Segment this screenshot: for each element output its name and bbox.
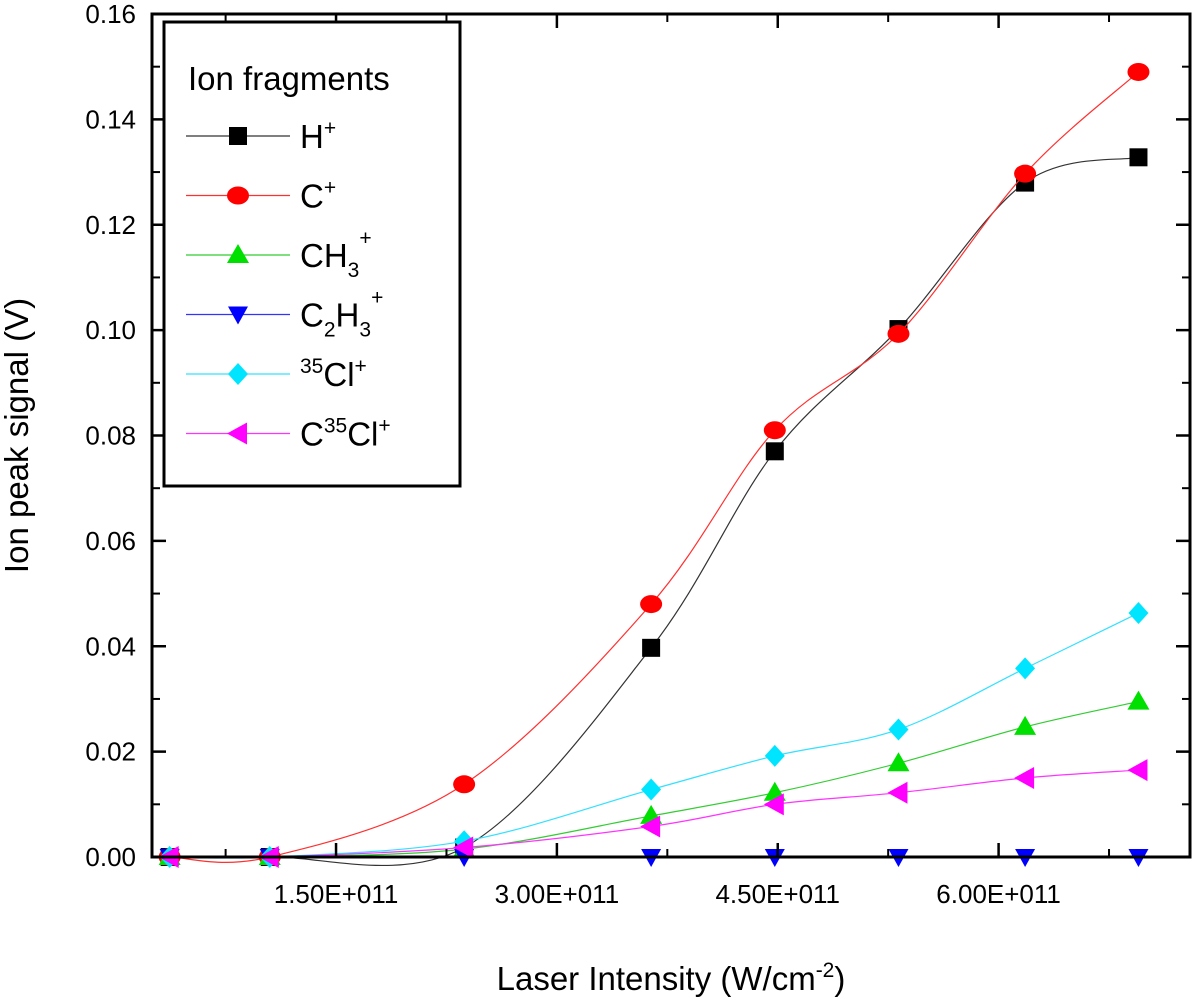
legend-item: CH3+ bbox=[186, 227, 372, 282]
data-point bbox=[1127, 62, 1150, 81]
data-point bbox=[763, 421, 786, 440]
y-tick-label: 0.00 bbox=[85, 842, 136, 872]
data-point bbox=[764, 744, 785, 767]
legend-box bbox=[162, 20, 462, 488]
y-tick-label: 0.16 bbox=[85, 0, 136, 29]
series-2 bbox=[158, 690, 1150, 865]
legend-marker bbox=[228, 363, 248, 385]
y-tick-label: 0.08 bbox=[85, 421, 136, 451]
y-tick-label: 0.12 bbox=[85, 210, 136, 240]
legend-marker bbox=[227, 422, 247, 445]
y-axis-label: Ion peak signal (V) bbox=[0, 298, 35, 573]
data-point bbox=[1014, 766, 1035, 789]
data-point bbox=[887, 752, 910, 772]
series-line bbox=[169, 71, 1139, 863]
legend-label: 35Cl+ bbox=[300, 355, 367, 393]
x-tick-label: 4.50E+011 bbox=[715, 879, 840, 909]
legend-label: H+ bbox=[300, 117, 336, 155]
legend-marker bbox=[227, 186, 249, 205]
legend-item: C35Cl+ bbox=[186, 415, 391, 453]
data-point bbox=[1129, 148, 1148, 167]
axes: 0.00 0.02 0.04 0.06 0.08 0.10 0.12 0.14 0.16 1.50… bbox=[85, 0, 1192, 909]
legend-item: 35Cl+ bbox=[186, 355, 367, 393]
data-point bbox=[1014, 715, 1037, 735]
y-tick-label: 0.14 bbox=[85, 104, 136, 134]
legend-marker bbox=[228, 306, 248, 325]
legend-label: C2H3+ bbox=[300, 287, 383, 342]
data-point bbox=[1127, 759, 1148, 782]
data-point bbox=[1014, 164, 1037, 183]
legend: Ion fragments H+ C+ CH3+C2H3+ 35Cl+ C35Cl+ bbox=[162, 20, 462, 488]
data-point bbox=[641, 778, 662, 801]
data-point bbox=[887, 324, 910, 343]
y-tick-label: 0.10 bbox=[85, 315, 136, 345]
x-axis-label: Laser Intensity (W/cm-2) bbox=[497, 959, 846, 997]
data-point bbox=[1015, 657, 1036, 680]
data-point bbox=[453, 836, 474, 859]
data-point bbox=[1127, 690, 1150, 710]
y-tick-label: 0.02 bbox=[85, 737, 136, 767]
y-tick-label: 0.06 bbox=[85, 526, 136, 556]
data-point bbox=[887, 781, 908, 804]
x-tick-label: 1.50E+011 bbox=[274, 879, 399, 909]
data-point bbox=[765, 442, 784, 461]
legend-label: C+ bbox=[300, 177, 336, 215]
data-point bbox=[642, 638, 661, 657]
data-point bbox=[640, 595, 663, 614]
legend-item: C+ bbox=[186, 177, 336, 215]
x-tick-label: 3.00E+011 bbox=[495, 879, 620, 909]
x-tick-label: 6.00E+011 bbox=[936, 879, 1061, 909]
data-point bbox=[763, 793, 784, 816]
legend-marker bbox=[227, 244, 249, 263]
legend-item: C2H3+ bbox=[186, 287, 383, 342]
legend-item: H+ bbox=[186, 117, 336, 155]
legend-marker bbox=[229, 127, 247, 145]
data-point bbox=[888, 718, 909, 741]
series-line bbox=[169, 700, 1139, 859]
legend-label: C35Cl+ bbox=[300, 415, 391, 453]
legend-title: Ion fragments bbox=[188, 60, 390, 97]
data-point bbox=[640, 815, 661, 838]
data-point bbox=[453, 775, 476, 794]
y-tick-label: 0.04 bbox=[85, 631, 136, 661]
legend-label: CH3+ bbox=[300, 227, 372, 282]
data-point bbox=[1128, 602, 1149, 625]
